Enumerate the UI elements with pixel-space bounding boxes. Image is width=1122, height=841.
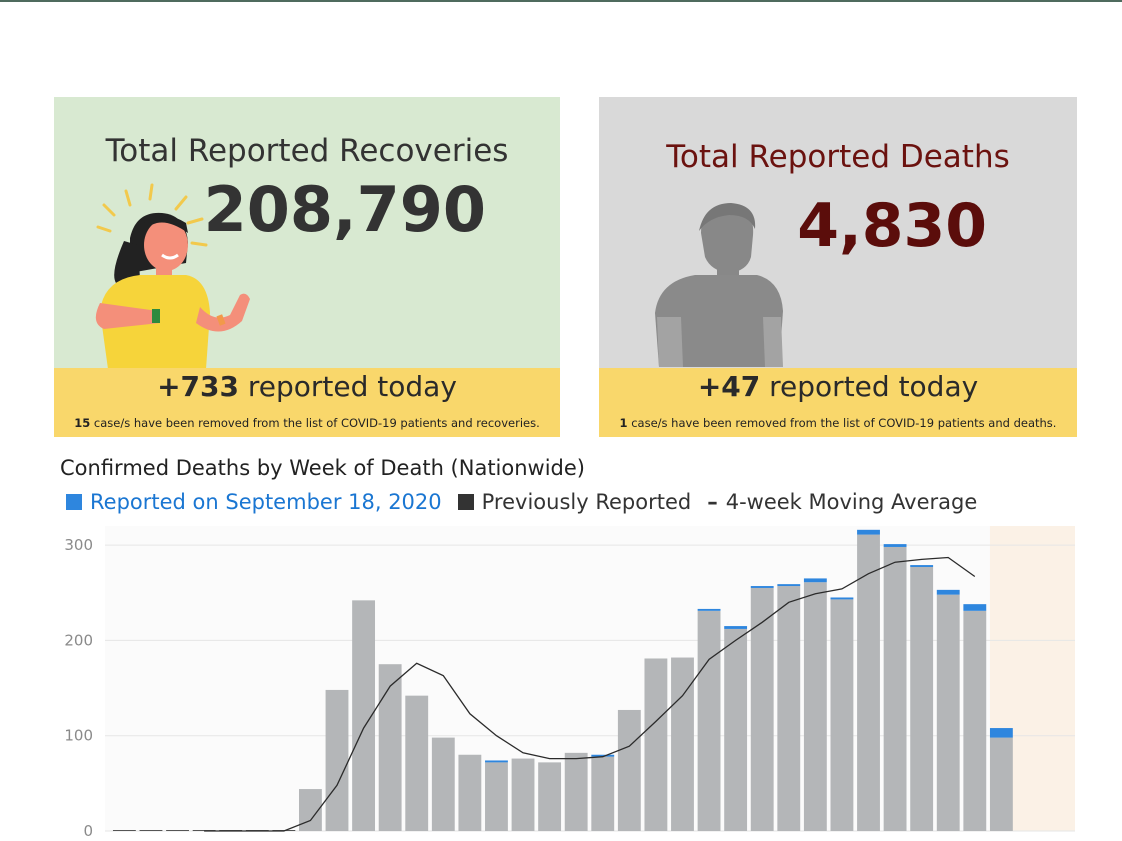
recoveries-total: 208,790: [203, 173, 486, 246]
deaths-today-strip: +47 reported today 1 case/s have been re…: [599, 368, 1077, 437]
bar-new: [777, 584, 801, 587]
bar-previous: [750, 587, 774, 831]
recoveries-removed-text: case/s have been removed from the list o…: [90, 416, 540, 430]
bar-new: [857, 529, 880, 535]
deaths-removed-count: 1: [619, 416, 628, 430]
recoveries-today-label: reported today: [238, 370, 457, 403]
deaths-today-label: reported today: [760, 370, 979, 403]
bar-previous: [671, 657, 694, 831]
legend-swatch-new: [66, 494, 82, 510]
bar-previous: [511, 758, 535, 831]
bar-new: [803, 578, 827, 583]
bar-previous: [299, 789, 322, 831]
bar-previous: [325, 689, 349, 831]
chart-legend: Reported on September 18, 2020 Previousl…: [66, 490, 993, 514]
bar-previous: [485, 762, 508, 831]
bar-previous: [538, 762, 562, 831]
bar-previous: [857, 534, 880, 831]
bar-new: [989, 728, 1013, 738]
bar-previous: [910, 566, 934, 831]
bar-previous: [405, 695, 429, 831]
legend-label-average: 4-week Moving Average: [725, 490, 978, 514]
bar-previous: [591, 756, 615, 831]
bar-previous: [644, 658, 668, 831]
recoveries-today-strip: +733 reported today 15 case/s have been …: [54, 368, 560, 437]
legend-item-previous: Previously Reported: [457, 490, 692, 514]
bar-previous: [777, 586, 801, 831]
y-tick-label: 100: [64, 727, 93, 745]
bar-previous: [830, 599, 854, 831]
legend-item-new: Reported on September 18, 2020: [66, 490, 442, 514]
bar-new: [591, 754, 615, 757]
bar-previous: [989, 737, 1013, 831]
bar-new: [963, 604, 987, 611]
deaths-title: Total Reported Deaths: [666, 139, 1010, 175]
bar-previous: [803, 582, 827, 831]
bar-previous: [936, 594, 960, 831]
bar-previous: [458, 754, 482, 831]
bar-previous: [963, 610, 987, 831]
bar-new: [910, 565, 934, 567]
legend-label-new: Reported on September 18, 2020: [90, 490, 442, 514]
person-silhouette-icon: [655, 203, 783, 367]
y-tick-label: 300: [64, 536, 93, 554]
deaths-total: 4,830: [797, 191, 987, 261]
moving-average-line: [204, 556, 976, 832]
deaths-removed-text: case/s have been removed from the list o…: [627, 416, 1057, 430]
deaths-today-value: +47: [697, 370, 761, 403]
bar-previous: [564, 752, 588, 831]
bar-previous: [352, 600, 376, 831]
bar-previous: [431, 737, 455, 831]
recoveries-removed-note: 15 case/s have been removed from the lis…: [54, 416, 560, 430]
bar-new: [697, 608, 721, 611]
deaths-card: Total Reported Deaths 4,830 +47 reported…: [599, 97, 1077, 437]
deaths-bar-chart: 0 100 200 300: [64, 526, 1075, 838]
bar-previous: [724, 628, 748, 831]
recoveries-title: Total Reported Recoveries: [105, 133, 509, 169]
bar-new: [750, 586, 774, 588]
deaths-removed-note: 1 case/s have been removed from the list…: [599, 416, 1077, 430]
bar-previous: [883, 546, 907, 831]
bar-new: [724, 626, 748, 629]
bar-new: [485, 760, 508, 763]
deaths-today: +47 reported today: [599, 370, 1077, 403]
bar-previous: [617, 709, 641, 831]
bar-previous: [697, 610, 721, 831]
top-rule: [0, 0, 1122, 2]
recoveries-removed-count: 15: [74, 416, 91, 430]
legend-dash-average: –: [707, 490, 718, 514]
legend-item-average: – 4-week Moving Average: [707, 490, 977, 514]
y-tick-label: 200: [64, 631, 93, 649]
y-tick-label: 0: [83, 822, 93, 838]
legend-label-previous: Previously Reported: [481, 490, 692, 514]
recoveries-card: Total Reported Recoveries 208,790 +733 r…: [54, 97, 560, 437]
legend-swatch-previous: [457, 494, 474, 510]
recoveries-today-value: +733: [157, 370, 239, 403]
bar-previous: [378, 664, 402, 831]
happy-woman-icon: [95, 183, 250, 369]
bar-new: [936, 589, 960, 595]
chart-title: Confirmed Deaths by Week of Death (Natio…: [60, 456, 585, 480]
bar-new: [830, 597, 854, 600]
bar-new: [883, 544, 907, 547]
recoveries-today: +733 reported today: [54, 370, 560, 403]
